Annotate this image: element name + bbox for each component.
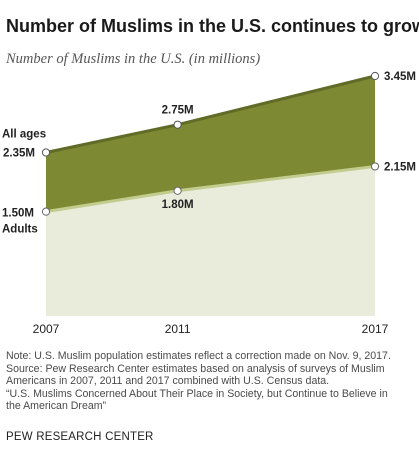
data-label: 2.75M: [162, 105, 194, 117]
all-ages-point: [41, 148, 51, 157]
note-line: Source: Pew Research Center estimates ba…: [6, 362, 385, 375]
note-line: Note: U.S. Muslim population estimates r…: [6, 350, 391, 362]
data-label: 2.15M: [384, 161, 416, 173]
note-line: “U.S. Muslims Concerned About Their Plac…: [6, 387, 388, 400]
x-tick-label: 2017: [362, 322, 389, 336]
x-tick-label: 2007: [33, 322, 60, 336]
organization-credit: PEW RESEARCH CENTER: [6, 431, 154, 443]
adults-point: [41, 207, 51, 216]
x-tick-label: 2011: [165, 322, 191, 336]
adults-area: [46, 166, 375, 316]
chart-title: Number of Muslims in the U.S. continues …: [6, 16, 419, 36]
note-line: the American Dream”: [6, 400, 107, 413]
all-ages-point: [370, 71, 380, 81]
note-line: Americans in 2007, 2011 and 2017 combine…: [6, 375, 330, 388]
data-label: 2.35M: [3, 148, 35, 160]
all-ages-point: [173, 120, 182, 129]
data-label: 1.80M: [162, 199, 194, 211]
chart-subtitle: Number of Muslims in the U.S. (in millio…: [6, 51, 261, 67]
adults-point: [370, 162, 380, 171]
series-label-adults: Adults: [2, 224, 38, 236]
source-note: Note: U.S. Muslim population estimates r…: [6, 350, 414, 413]
series-label-all-ages: All ages: [2, 129, 46, 141]
data-label: 3.45M: [384, 71, 416, 83]
adults-point: [173, 186, 182, 195]
all-ages-band: [46, 76, 375, 212]
data-label: 1.50M: [2, 208, 34, 220]
